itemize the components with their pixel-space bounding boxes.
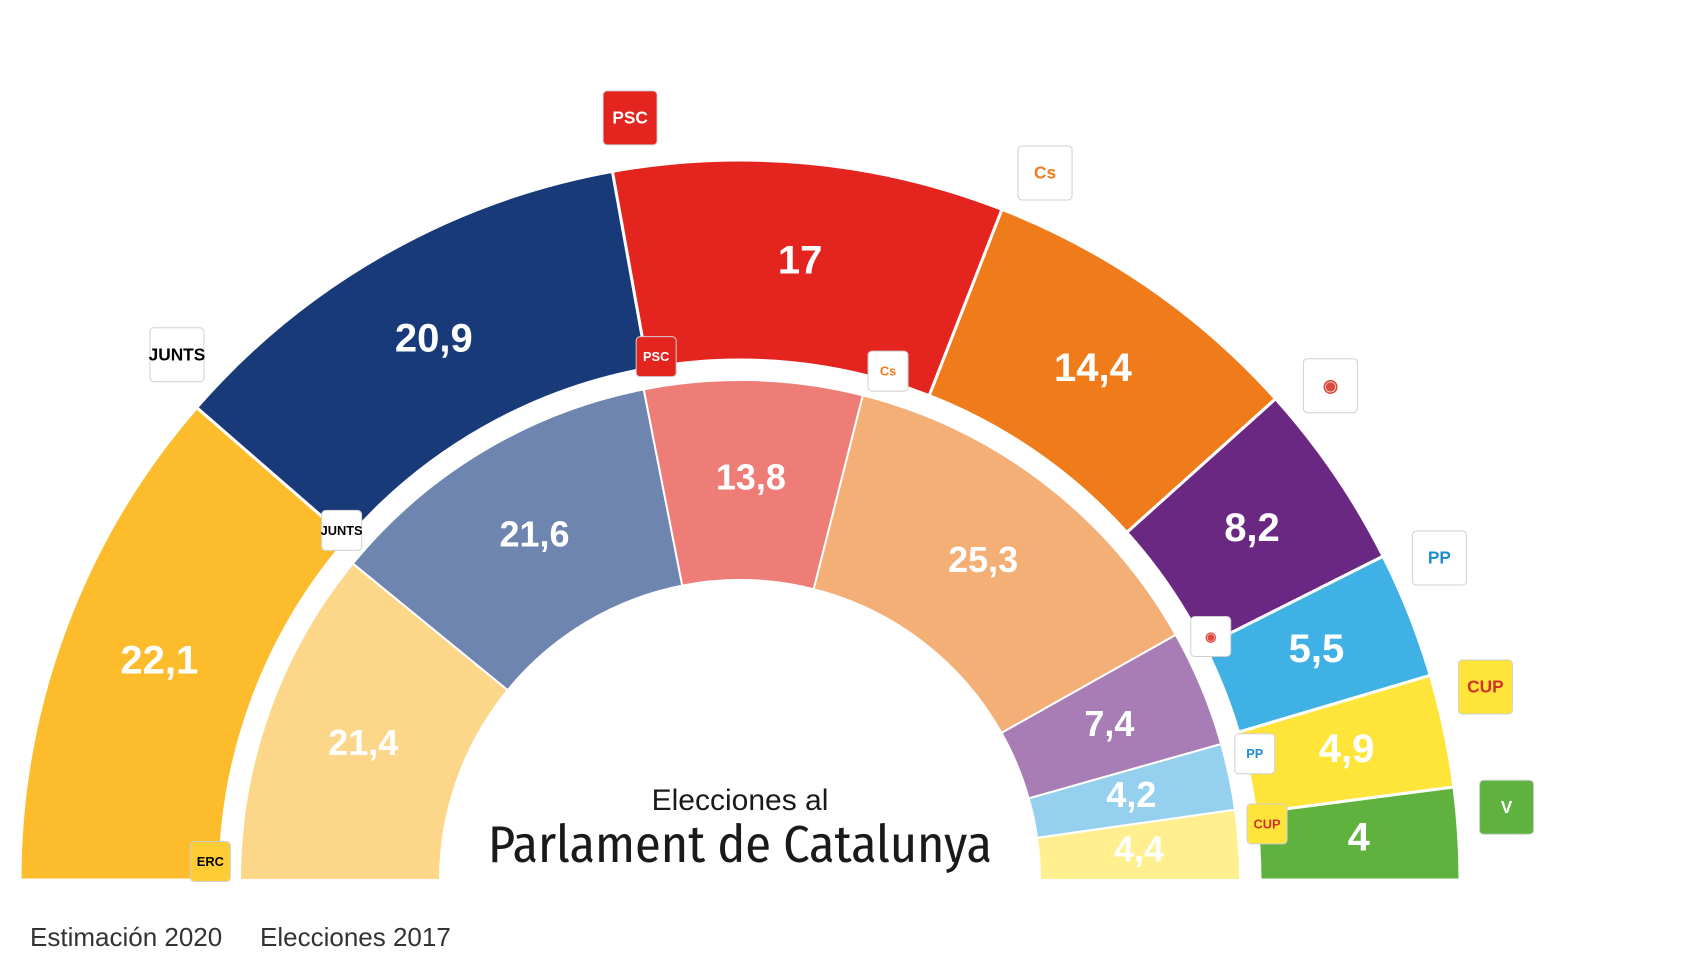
svg-text:CUP: CUP [1254, 816, 1281, 831]
value-ERC: 22,1 [120, 638, 198, 682]
svg-text:Cs: Cs [880, 363, 896, 378]
party-icon-ECP: ◉ [1303, 359, 1357, 413]
parliament-chart: 22,1 20,9 17 14,4 8,2 5,5 4,9 4 21,4 21,6 13,8 25,… [0, 0, 1706, 960]
svg-text:ERC: ERC [197, 854, 224, 869]
svg-text:PP: PP [1246, 746, 1264, 761]
value-Cs: 14,4 [1054, 346, 1133, 390]
svg-text:◉: ◉ [1205, 629, 1216, 644]
party-icon-JxCat: JUNTS [321, 510, 363, 550]
svg-text:◉: ◉ [1323, 375, 1338, 395]
svg-text:PSC: PSC [643, 349, 669, 364]
value-ECP: 7,4 [1084, 703, 1134, 744]
value-ECP: 8,2 [1224, 506, 1280, 550]
svg-text:CUP: CUP [1467, 677, 1503, 697]
party-icon-VOX: V [1480, 780, 1534, 834]
legend-outer: Estimación 2020 [30, 922, 222, 952]
party-icon-PSC: PSC [636, 337, 676, 377]
value-CUP: 4,9 [1319, 727, 1375, 771]
svg-text:PSC: PSC [612, 107, 648, 127]
party-icon-PP: PP [1235, 734, 1275, 774]
svg-text:PP: PP [1428, 548, 1451, 568]
party-icon-CUP: CUP [1458, 660, 1512, 714]
value-PSC: 17 [778, 238, 823, 282]
value-PSC: 13,8 [716, 457, 786, 498]
value-JxCat: 20,9 [395, 316, 473, 360]
svg-text:V: V [1501, 797, 1513, 817]
svg-text:JUNTS: JUNTS [321, 523, 363, 538]
title-line2: Parlament de Catalunya [488, 813, 992, 876]
party-icon-Cs: Cs [868, 351, 908, 391]
svg-text:Cs: Cs [1034, 163, 1056, 183]
value-PP: 5,5 [1289, 627, 1345, 671]
svg-text:JUNTS: JUNTS [149, 344, 206, 364]
party-icon-ECP: ◉ [1191, 616, 1231, 656]
value-ERC: 21,4 [328, 722, 398, 763]
legend-inner: Elecciones 2017 [260, 922, 451, 952]
party-icon-PSC: PSC [603, 91, 657, 145]
party-icon-ERC: ERC [190, 842, 230, 882]
value-CUP: 4,4 [1114, 828, 1164, 869]
value-VOX: 4 [1348, 815, 1371, 859]
party-icon-CUP: CUP [1247, 804, 1287, 844]
party-icon-JxCat: JUNTS [149, 328, 206, 382]
value-Cs: 25,3 [948, 539, 1018, 580]
value-PP: 4,2 [1106, 774, 1156, 815]
party-icon-Cs: Cs [1018, 146, 1072, 200]
value-JxCat: 21,6 [499, 513, 569, 554]
party-icon-PP: PP [1412, 531, 1466, 585]
